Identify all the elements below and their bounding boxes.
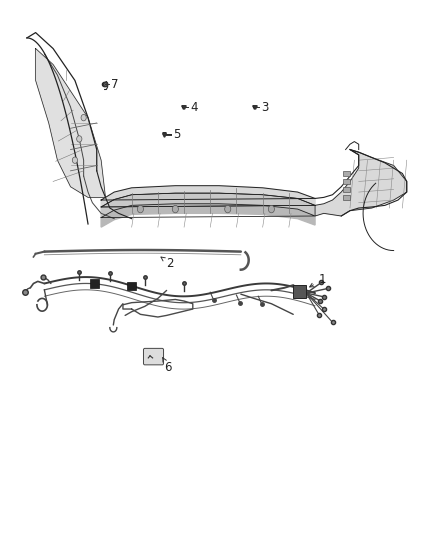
Circle shape — [172, 205, 178, 213]
Circle shape — [225, 205, 231, 213]
Bar — [343, 179, 350, 184]
Polygon shape — [315, 150, 407, 216]
Text: 1: 1 — [310, 273, 326, 287]
Text: 7: 7 — [111, 78, 118, 91]
Text: 3: 3 — [261, 101, 268, 114]
Circle shape — [268, 205, 275, 213]
Bar — [127, 282, 136, 290]
FancyBboxPatch shape — [144, 349, 163, 365]
Polygon shape — [35, 49, 106, 197]
Bar — [343, 187, 350, 192]
Bar — [293, 285, 306, 298]
Polygon shape — [101, 193, 315, 217]
Circle shape — [138, 205, 144, 213]
Text: 6: 6 — [163, 358, 172, 374]
Circle shape — [77, 136, 82, 142]
Text: 4: 4 — [190, 101, 198, 114]
Text: 5: 5 — [173, 128, 180, 141]
Circle shape — [81, 115, 86, 121]
Polygon shape — [101, 185, 315, 207]
Bar — [90, 279, 99, 288]
Text: 2: 2 — [161, 257, 174, 270]
Circle shape — [72, 157, 78, 164]
Bar — [343, 171, 350, 176]
Polygon shape — [101, 204, 315, 227]
Bar — [343, 195, 350, 200]
